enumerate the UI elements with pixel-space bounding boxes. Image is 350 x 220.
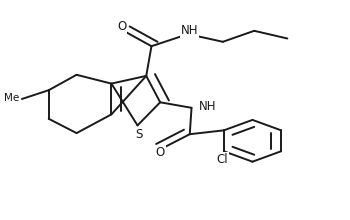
Text: NH: NH <box>199 100 217 113</box>
Text: Cl: Cl <box>216 153 228 166</box>
Text: Me: Me <box>4 93 19 103</box>
Text: O: O <box>155 146 165 160</box>
Text: NH: NH <box>181 24 198 37</box>
Text: S: S <box>135 128 143 141</box>
Text: O: O <box>117 20 126 33</box>
